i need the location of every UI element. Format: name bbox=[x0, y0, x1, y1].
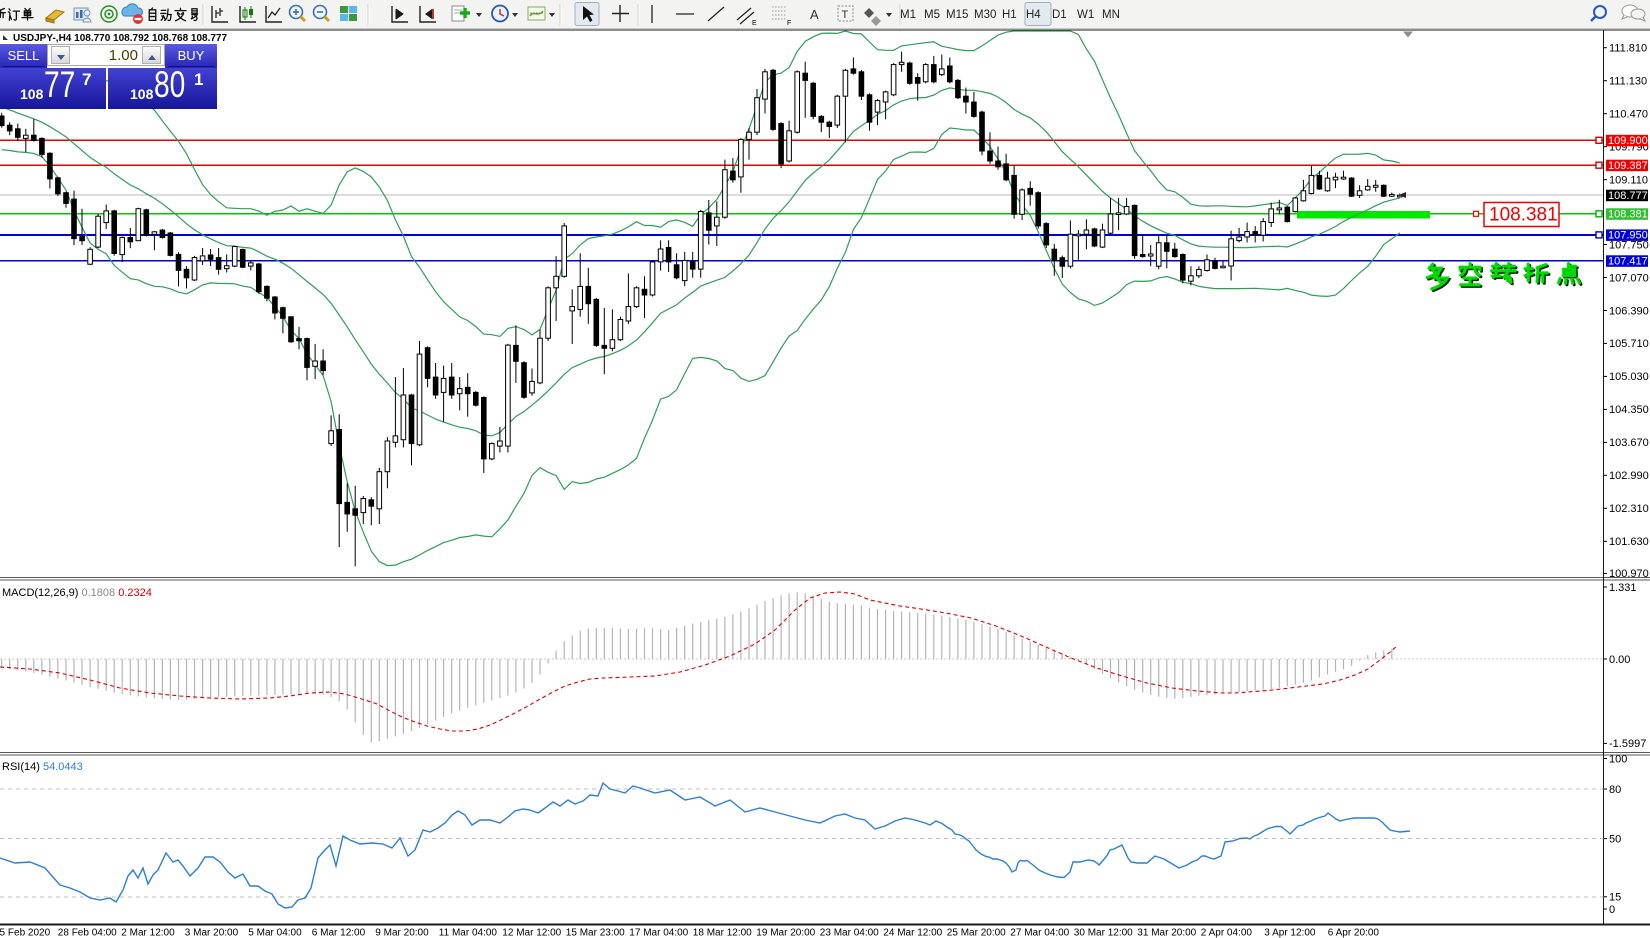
svg-text:W1: W1 bbox=[1077, 9, 1094, 21]
svg-text:25 Feb 2020: 25 Feb 2020 bbox=[0, 928, 51, 938]
svg-text:109.900: 109.900 bbox=[1608, 135, 1648, 147]
svg-text:28 Feb 04:00: 28 Feb 04:00 bbox=[58, 928, 117, 938]
svg-text:108.381: 108.381 bbox=[1489, 205, 1558, 226]
svg-text:24 Mar 12:00: 24 Mar 12:00 bbox=[883, 928, 942, 938]
svg-text:108.381: 108.381 bbox=[1608, 209, 1648, 221]
svg-text:108.777: 108.777 bbox=[1608, 190, 1648, 202]
svg-text:25 Mar 20:00: 25 Mar 20:00 bbox=[947, 928, 1006, 938]
svg-text:RSI(14) 54.0443: RSI(14) 54.0443 bbox=[2, 761, 83, 773]
svg-text:MN: MN bbox=[1102, 9, 1120, 21]
svg-text:2 Mar 12:00: 2 Mar 12:00 bbox=[121, 928, 175, 938]
svg-text:18 Mar 12:00: 18 Mar 12:00 bbox=[693, 928, 752, 938]
svg-text:USDJPY-,H4 108.770 108.792 10: USDJPY-,H4 108.770 108.792 108.768 108.7… bbox=[13, 33, 227, 44]
svg-text:30 Mar 12:00: 30 Mar 12:00 bbox=[1074, 928, 1133, 938]
svg-text:MACD(12,26,9) 0.1808 0.2324: MACD(12,26,9) 0.1808 0.2324 bbox=[2, 587, 152, 599]
svg-text:A: A bbox=[810, 7, 819, 22]
svg-text:H1: H1 bbox=[1002, 9, 1017, 21]
svg-text:-1.5997: -1.5997 bbox=[1609, 738, 1646, 750]
svg-text:106.390: 106.390 bbox=[1609, 305, 1649, 317]
svg-text:107.070: 107.070 bbox=[1609, 272, 1649, 284]
svg-text:111.130: 111.130 bbox=[1609, 76, 1647, 88]
svg-text:M15: M15 bbox=[946, 9, 968, 21]
svg-text:103.670: 103.670 bbox=[1609, 437, 1649, 449]
svg-text:5 Mar 04:00: 5 Mar 04:00 bbox=[248, 928, 302, 938]
svg-text:1.331: 1.331 bbox=[1609, 582, 1637, 594]
svg-text:3 Apr 12:00: 3 Apr 12:00 bbox=[1264, 928, 1316, 938]
svg-text:109.110: 109.110 bbox=[1609, 175, 1648, 187]
svg-text:31 Mar 20:00: 31 Mar 20:00 bbox=[1137, 928, 1196, 938]
svg-text:100.970: 100.970 bbox=[1609, 568, 1649, 580]
svg-text:T: T bbox=[842, 9, 849, 21]
svg-text:6 Apr 20:00: 6 Apr 20:00 bbox=[1328, 928, 1380, 938]
svg-text:15: 15 bbox=[1609, 892, 1621, 904]
svg-text:101.630: 101.630 bbox=[1609, 536, 1649, 548]
svg-text:11 Mar 04:00: 11 Mar 04:00 bbox=[439, 928, 498, 938]
svg-text:2 Apr 04:00: 2 Apr 04:00 bbox=[1201, 928, 1253, 938]
svg-text:0: 0 bbox=[1609, 904, 1615, 916]
svg-text:111.810: 111.810 bbox=[1609, 43, 1647, 55]
svg-text:M1: M1 bbox=[900, 9, 916, 21]
svg-text:105.710: 105.710 bbox=[1609, 338, 1649, 350]
svg-text:50: 50 bbox=[1609, 833, 1621, 845]
svg-text:105.030: 105.030 bbox=[1609, 371, 1649, 383]
svg-text:104.350: 104.350 bbox=[1609, 404, 1649, 416]
svg-text:19 Mar 20:00: 19 Mar 20:00 bbox=[756, 928, 815, 938]
svg-text:15 Mar 23:00: 15 Mar 23:00 bbox=[566, 928, 625, 938]
svg-text:M5: M5 bbox=[924, 9, 940, 21]
svg-text:102.310: 102.310 bbox=[1609, 503, 1649, 515]
svg-text:3 Mar 20:00: 3 Mar 20:00 bbox=[185, 928, 239, 938]
svg-text:0.00: 0.00 bbox=[1609, 654, 1630, 666]
svg-text:102.990: 102.990 bbox=[1609, 470, 1649, 482]
svg-text:D1: D1 bbox=[1052, 9, 1067, 21]
svg-text:107.750: 107.750 bbox=[1609, 239, 1649, 251]
svg-text:80: 80 bbox=[1609, 784, 1621, 796]
svg-text:110.470: 110.470 bbox=[1609, 109, 1648, 121]
svg-text:100: 100 bbox=[1609, 753, 1627, 765]
svg-text:109.387: 109.387 bbox=[1608, 160, 1648, 172]
svg-text:M30: M30 bbox=[974, 9, 996, 21]
svg-text:6 Mar 12:00: 6 Mar 12:00 bbox=[312, 928, 366, 938]
svg-text:12 Mar 12:00: 12 Mar 12:00 bbox=[502, 928, 561, 938]
svg-text:107.417: 107.417 bbox=[1608, 256, 1648, 268]
svg-text:9 Mar 20:00: 9 Mar 20:00 bbox=[375, 928, 429, 938]
svg-text:H4: H4 bbox=[1026, 9, 1041, 21]
svg-text:17 Mar 04:00: 17 Mar 04:00 bbox=[629, 928, 688, 938]
svg-text:27 Mar 04:00: 27 Mar 04:00 bbox=[1010, 928, 1069, 938]
svg-text:E: E bbox=[752, 20, 757, 27]
svg-text:F: F bbox=[787, 20, 791, 27]
svg-text:23 Mar 04:00: 23 Mar 04:00 bbox=[820, 928, 879, 938]
svg-text:107.950: 107.950 bbox=[1608, 230, 1648, 242]
